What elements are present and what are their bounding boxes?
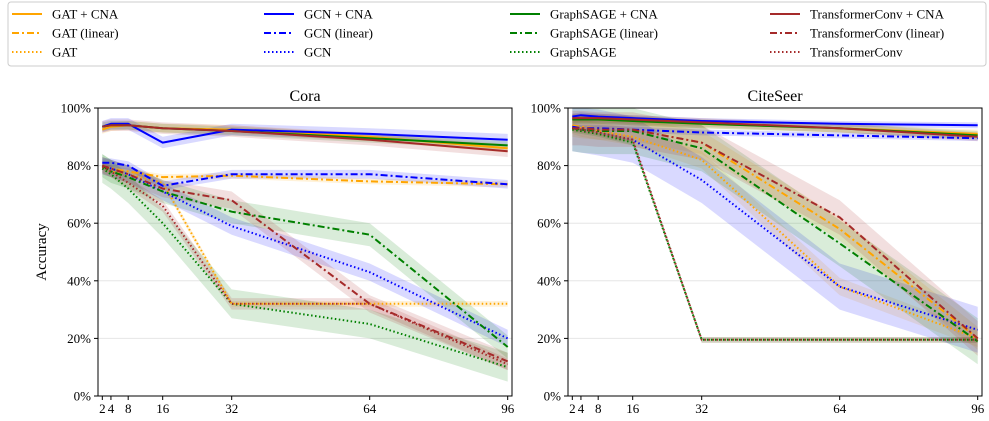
cora-ytick-label: 40% <box>67 273 91 288</box>
cora-series-gcn-linear <box>102 161 508 187</box>
legend-gcn-linear-label: GCN (linear) <box>304 26 373 41</box>
cora-plot: 0% 20% 40% 60% 80% 100% 2 4 8 16 32 64 96 Cora Accurac… <box>34 88 515 416</box>
citeseer-ytick-label: 40% <box>537 273 561 288</box>
citeseer-axes-frame <box>567 107 983 397</box>
citeseer-plot: 0% 20% 40% 60% 80% 100% 2 4 8 16 32 64 96 CiteSeer <box>531 88 985 416</box>
cora-axes-frame <box>97 107 513 397</box>
cora-series-gat-linear <box>101 164 508 186</box>
citeseer-ytick-label: 100% <box>531 101 562 116</box>
citeseer-series-gat <box>571 124 979 340</box>
legend-gat-linear-label: GAT (linear) <box>52 26 119 41</box>
citeseer-series-transformerconv-linear <box>572 127 979 340</box>
citeseer-ytick-label: 20% <box>537 331 561 346</box>
cora-band-graphsage <box>102 154 508 382</box>
citeseer-xtick-label: 96 <box>971 401 985 416</box>
legend-frame <box>7 1 987 67</box>
legend-transformerconv-cna-label: TransformerConv + CNA <box>810 7 945 22</box>
cora-series-transformerconv-cna <box>102 124 508 153</box>
legend-transformerconv-linear-label: TransformerConv (linear) <box>810 26 944 41</box>
cora-series-graphsage-linear <box>101 164 509 348</box>
cora-ytick-label: 100% <box>61 101 92 116</box>
citeseer-xtick-label: 2 <box>569 401 576 416</box>
cora-series-gcn <box>101 164 509 340</box>
legend-gcn-cna-label: GCN + CNA <box>304 7 373 22</box>
citeseer-title: CiteSeer <box>747 88 803 105</box>
citeseer-xtick-label: 4 <box>578 401 585 416</box>
cora-band-graphsage-linear <box>102 154 508 359</box>
citeseer-series-graphsage-linear <box>572 127 979 343</box>
cora-band-gat <box>102 164 508 307</box>
cora-xtick-label: 96 <box>501 401 515 416</box>
citeseer-xtick-label: 32 <box>695 401 708 416</box>
cora-xtick-label: 32 <box>225 401 238 416</box>
citeseer-series-transformerconv <box>572 127 978 341</box>
cora-title: Cora <box>289 88 320 105</box>
cora-xtick-label: 2 <box>99 401 106 416</box>
legend-graphsage-label: GraphSAGE <box>550 45 616 60</box>
cora-ytick-label: 20% <box>67 331 91 346</box>
legend-graphsage-cna-label: GraphSAGE + CNA <box>550 7 658 22</box>
citeseer-band-gcn <box>572 108 978 353</box>
cora-ylabel: Accuracy <box>34 223 50 281</box>
legend-gat-label: GAT <box>52 45 77 60</box>
cora-ytick-label: 80% <box>67 158 91 173</box>
citeseer-series-gcn-cna <box>572 114 978 127</box>
cora-band-transformerconv-linear <box>102 157 508 371</box>
cora-ytick-label: 60% <box>67 216 91 231</box>
citeseer-xtick-label: 64 <box>833 401 847 416</box>
cora-band-gcn-linear <box>102 158 508 191</box>
cora-xtick-label: 4 <box>108 401 115 416</box>
cora-xtick-label: 16 <box>156 401 170 416</box>
legend: GAT + CNA GAT (linear) GAT GCN + CNA GCN (li… <box>7 1 987 67</box>
citeseer-ytick-label: 0% <box>544 389 562 404</box>
cora-series-gcn-cna <box>101 122 508 144</box>
cora-xtick-label: 8 <box>125 401 132 416</box>
cora-band-gat-linear <box>102 162 508 188</box>
citeseer-series-transformerconv-cna <box>572 117 978 138</box>
cora-ytick-label: 0% <box>74 389 92 404</box>
legend-gcn-label: GCN <box>304 45 332 60</box>
legend-graphsage-linear-label: GraphSAGE (linear) <box>550 26 658 41</box>
cora-series-transformerconv-linear <box>101 164 509 363</box>
citeseer-xtick-label: 16 <box>626 401 640 416</box>
citeseer-xtick-label: 8 <box>595 401 602 416</box>
citeseer-ytick-label: 80% <box>537 158 561 173</box>
citeseer-ytick-label: 60% <box>537 216 561 231</box>
citeseer-series-graphsage <box>572 128 978 341</box>
citeseer-band-gat <box>572 116 978 347</box>
cora-band-transformerconv <box>102 161 508 371</box>
legend-transformerconv-label: TransformerConv <box>810 45 903 60</box>
cora-xtick-label: 64 <box>363 401 377 416</box>
legend-gat-cna-label: GAT + CNA <box>52 7 119 22</box>
